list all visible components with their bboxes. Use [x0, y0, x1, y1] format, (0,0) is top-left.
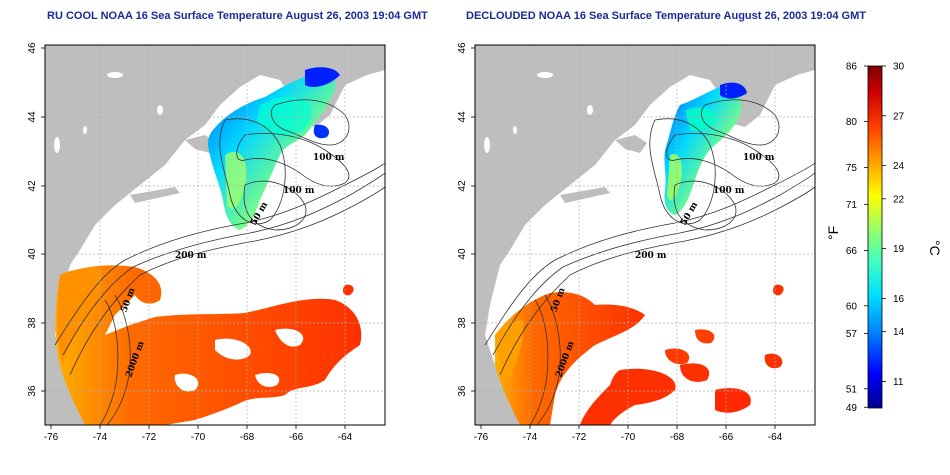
left-contour-label-100m-b: 100 m — [283, 186, 315, 196]
celsius-tick-label: 14 — [893, 327, 905, 338]
right-map-frame — [474, 44, 816, 426]
fahrenheit-tick-label: 75 — [846, 163, 858, 174]
left-panel-title: RU COOL NOAA 16 Sea Surface Temperature … — [47, 10, 428, 22]
left-lat-tick-label: 42 — [27, 180, 38, 192]
celsius-unit-label: °C — [927, 240, 943, 256]
right-warm-sst-region — [495, 284, 784, 425]
left-lon-tick-label: -74 — [93, 432, 108, 443]
left-lon-tick-label: -76 — [44, 432, 59, 443]
colorbar: 30 27 24 22 19 16 14 11 86 80 75 71 66 60 57 51 49 °F °C — [825, 62, 943, 414]
right-map-panel: 100 m 100 m 50 m 200 m 50 m 2000 m — [474, 44, 816, 426]
left-contour-label-200m: 200 m — [175, 251, 207, 261]
celsius-tick-label: 30 — [893, 62, 905, 73]
axes-layer: -76 -74 -72 -70 -68 -66 -64 36 38 40 42 44 46 -76 -74 -… — [27, 42, 783, 443]
right-contour-label-100m-b: 100 m — [713, 186, 745, 196]
left-lat-tick-label: 40 — [27, 248, 38, 260]
fahrenheit-tick-label: 57 — [846, 329, 858, 340]
right-lon-tick-label: -66 — [719, 432, 734, 443]
celsius-tick-label: 16 — [893, 294, 905, 305]
fahrenheit-tick-label: 51 — [846, 384, 858, 395]
right-panel-title: DECLOUDED NOAA 16 Sea Surface Temperatur… — [466, 10, 866, 22]
left-lat-tick-label: 44 — [27, 111, 38, 123]
fahrenheit-tick-label: 66 — [846, 246, 858, 257]
right-lat-tick-label: 36 — [457, 385, 468, 397]
left-map-frame — [44, 44, 386, 426]
right-lon-tick-label: -76 — [474, 432, 489, 443]
right-contour-label-100m-a: 100 m — [743, 153, 775, 163]
celsius-tick-label: 11 — [893, 377, 904, 388]
celsius-tick-label: 19 — [893, 244, 905, 255]
celsius-tick-label: 24 — [893, 161, 905, 172]
right-contour-label-200m: 200 m — [635, 251, 667, 261]
right-lon-tick-label: -64 — [768, 432, 783, 443]
right-lon-tick-label: -70 — [621, 432, 636, 443]
fahrenheit-tick-label: 60 — [846, 301, 858, 312]
fahrenheit-unit-label: °F — [825, 226, 841, 240]
left-lat-tick-label: 46 — [27, 42, 38, 54]
right-lat-tick-label: 46 — [457, 42, 468, 54]
left-cool-sst-region — [208, 67, 340, 230]
right-lat-tick-label: 40 — [457, 248, 468, 260]
right-cool-sst-region — [664, 82, 747, 215]
right-lon-tick-label: -68 — [670, 432, 685, 443]
left-lon-tick-label: -72 — [142, 432, 157, 443]
fahrenheit-tick-label: 49 — [846, 403, 858, 414]
right-lat-tick-label: 38 — [457, 317, 468, 329]
left-contour-label-100m-a: 100 m — [313, 153, 345, 163]
left-lon-tick-label: -64 — [338, 432, 353, 443]
left-lat-tick-label: 36 — [27, 385, 38, 397]
celsius-tick-label: 22 — [893, 194, 905, 205]
left-map-panel: 100 m 100 m 50 m 200 m 50 m 2000 m — [44, 44, 386, 426]
left-lon-tick-label: -70 — [191, 432, 206, 443]
left-lon-tick-label: -66 — [289, 432, 304, 443]
celsius-tick-label: 27 — [893, 111, 905, 122]
fahrenheit-tick-label: 80 — [846, 117, 858, 128]
left-lon-tick-label: -68 — [240, 432, 255, 443]
right-lat-tick-label: 44 — [457, 111, 468, 123]
fahrenheit-tick-label: 86 — [846, 62, 858, 73]
right-lon-tick-label: -74 — [523, 432, 538, 443]
right-lon-tick-label: -72 — [572, 432, 587, 443]
right-lat-tick-label: 42 — [457, 180, 468, 192]
left-lat-tick-label: 38 — [27, 317, 38, 329]
colorbar-gradient — [867, 65, 883, 409]
fahrenheit-tick-label: 71 — [846, 200, 858, 211]
